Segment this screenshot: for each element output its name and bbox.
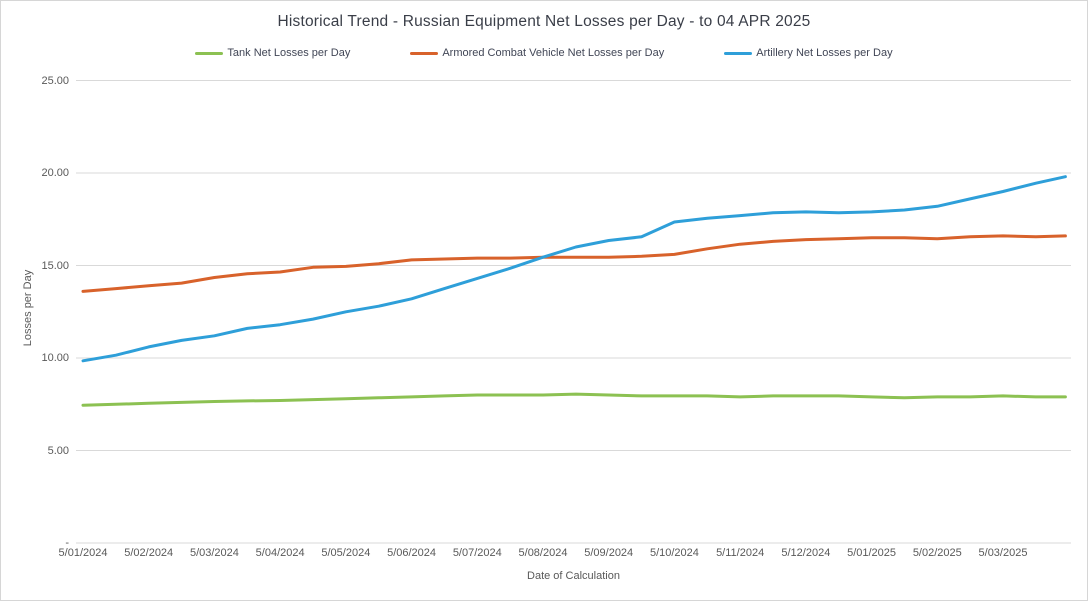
- legend-swatch-artillery-icon: [724, 51, 753, 55]
- x-tick-label: 5/02/2025: [912, 547, 962, 559]
- y-tick-label: -: [65, 537, 69, 549]
- x-tick-label: 5/04/2024: [255, 547, 305, 559]
- x-tick-label: 5/03/2024: [189, 547, 239, 559]
- series-line-acv: [81, 234, 1067, 293]
- x-tick-label: 5/07/2024: [452, 547, 502, 559]
- x-tick-label: 5/09/2024: [584, 547, 634, 559]
- x-tick-label: 5/02/2024: [124, 547, 174, 559]
- legend-item-tank: Tank Net Losses per Day: [195, 47, 350, 59]
- x-tick-label: 5/11/2024: [716, 547, 765, 559]
- y-tick-label: 25.00: [41, 74, 69, 87]
- x-tick-label: 5/01/2025: [847, 547, 897, 559]
- x-tick-label: 5/08/2024: [518, 547, 568, 559]
- legend-label-artillery: Artillery Net Losses per Day: [756, 47, 893, 59]
- x-tick-label: 5/03/2025: [978, 547, 1028, 559]
- x-tick-label: 5/10/2024: [649, 547, 699, 559]
- y-tick-label: 15.00: [41, 259, 69, 272]
- series-line-tank: [81, 392, 1067, 407]
- x-tick-label: 5/05/2024: [321, 547, 371, 559]
- legend-swatch-acv-icon: [410, 51, 439, 55]
- y-tick-label: 10.00: [41, 352, 69, 364]
- legend-label-tank: Tank Net Losses per Day: [227, 47, 351, 59]
- legend-item-artillery: Artillery Net Losses per Day: [724, 47, 893, 59]
- x-tick-label: 5/12/2024: [781, 547, 831, 559]
- legend-label-acv: Armored Combat Vehicle Net Losses per Da…: [442, 47, 665, 59]
- legend-swatch-tank-icon: [195, 51, 224, 55]
- x-axis-title: Date of Calculation: [527, 570, 620, 582]
- legend-item-acv: Armored Combat Vehicle Net Losses per Da…: [410, 47, 664, 59]
- y-tick-label: 20.00: [41, 167, 69, 179]
- y-axis-title: Losses per Day: [22, 269, 34, 347]
- x-tick-label: 5/01/2024: [58, 547, 108, 559]
- legend: Tank Net Losses per Day Armored Combat V…: [1, 47, 1087, 59]
- y-tick-label: 5.00: [47, 444, 69, 457]
- series-line-artillery: [81, 175, 1067, 363]
- chart-title: Historical Trend - Russian Equipment Net…: [277, 13, 811, 30]
- x-tick-label: 5/06/2024: [387, 547, 437, 559]
